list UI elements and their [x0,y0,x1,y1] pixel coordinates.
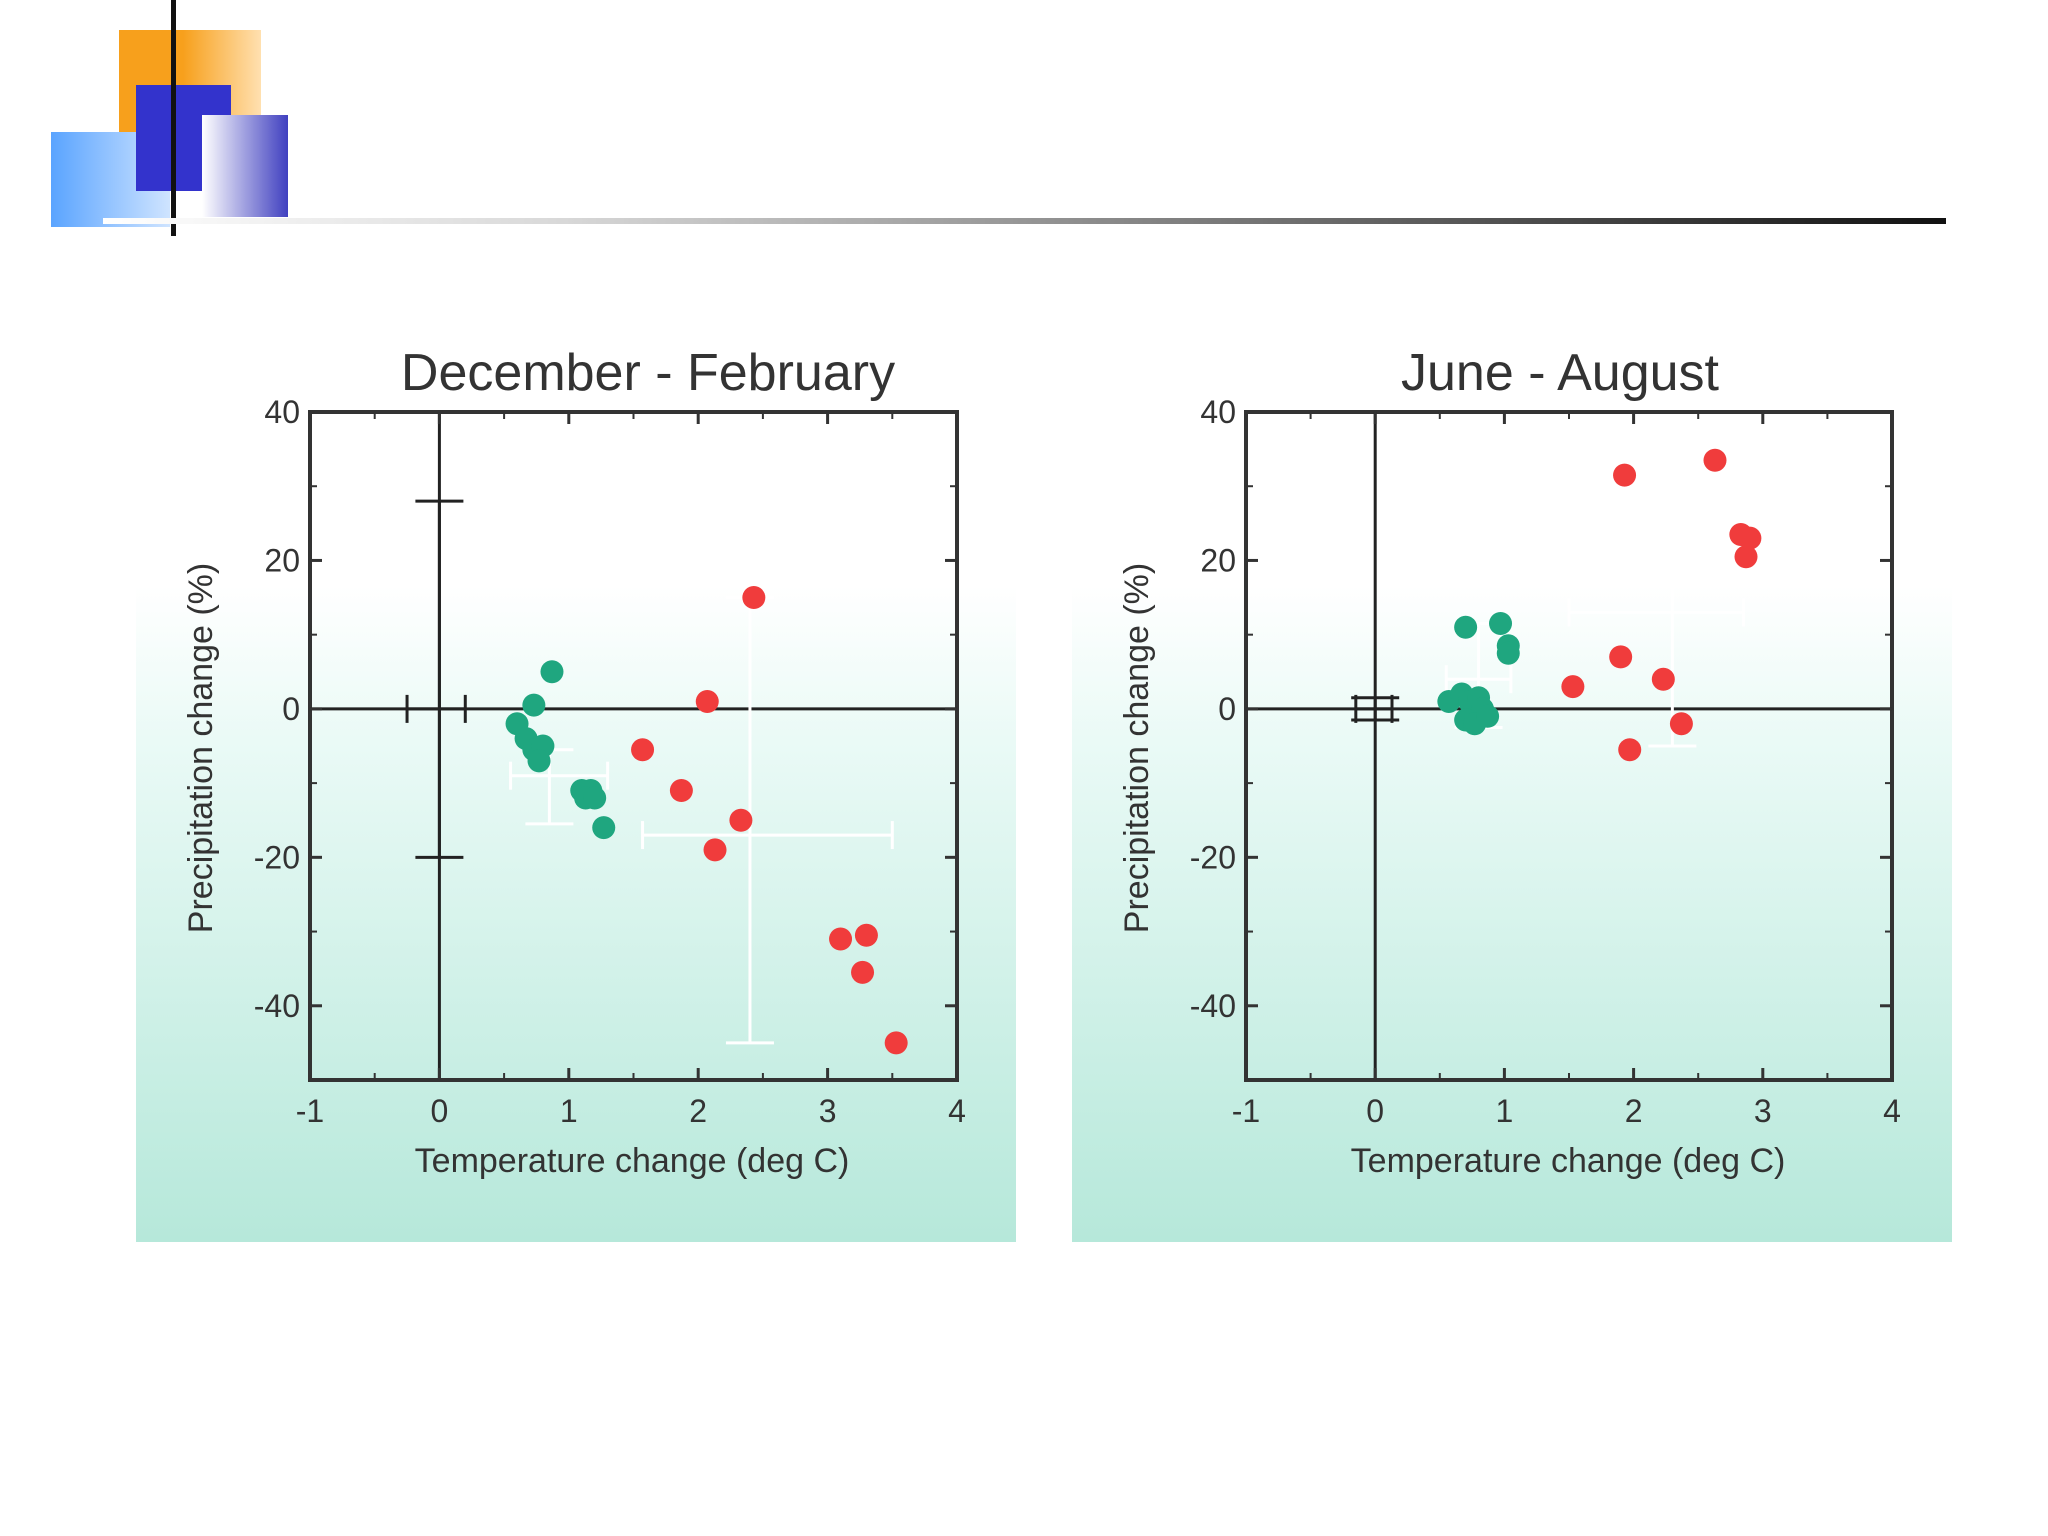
x-tick-label: 0 [1366,1093,1384,1129]
x-axis-label: Temperature change (deg C) [415,1142,850,1180]
y-tick-label: 20 [264,542,300,578]
data-point-red [1613,463,1637,487]
data-point-green [1496,641,1520,665]
x-tick-label: 4 [948,1093,966,1129]
data-point-red [1609,645,1633,669]
data-point-red [1669,712,1693,736]
x-tick-label: 3 [819,1093,837,1129]
x-tick-label: -1 [1232,1093,1260,1129]
data-point-red [1738,526,1762,550]
data-point-green [1476,704,1500,728]
data-point-green [592,816,616,840]
x-tick-label: 2 [689,1093,707,1129]
x-tick-label: 0 [431,1093,449,1129]
y-tick-label: 20 [1200,542,1236,578]
data-point-red [851,960,875,984]
data-point-red [854,923,878,947]
y-axis-label: Precipitation change (%) [182,563,220,933]
y-tick-label: -40 [254,988,300,1024]
data-point-green [527,749,551,773]
y-tick-label: 0 [1218,691,1236,727]
data-point-red [742,586,766,610]
data-point-red [669,779,693,803]
y-tick-label: 0 [282,691,300,727]
data-point-red [631,738,655,762]
x-tick-label: 1 [560,1093,578,1129]
chart-title: December - February [401,344,895,402]
chart-panel-background [1072,330,1952,1242]
data-point-red [1734,545,1758,569]
data-point-green [1454,615,1478,639]
decor-vertical-line [171,0,176,236]
data-point-red [1618,738,1642,762]
x-tick-label: 3 [1754,1093,1772,1129]
y-tick-label: -40 [1190,988,1236,1024]
data-point-red [1703,448,1727,472]
y-tick-label: -20 [1190,839,1236,875]
data-point-green [583,786,607,810]
y-tick-label: -20 [254,839,300,875]
data-point-green [522,693,546,717]
x-tick-label: 1 [1496,1093,1514,1129]
data-point-red [1561,675,1585,699]
x-axis-label: Temperature change (deg C) [1351,1142,1786,1180]
data-point-red [884,1031,908,1055]
header-rule [103,218,1946,224]
data-point-green [1489,612,1513,636]
chart-title: June - August [1401,344,1720,402]
chart-june-august: June - August Temperature change (deg C)… [1072,330,1952,1242]
data-point-red [829,927,853,951]
x-tick-label: 2 [1625,1093,1643,1129]
data-point-red [1651,667,1675,691]
x-tick-label: -1 [296,1093,324,1129]
decor-purple-gradient-square [202,115,288,217]
data-point-red [729,808,753,832]
y-tick-label: 40 [264,394,300,430]
x-tick-label: 4 [1883,1093,1901,1129]
y-tick-label: 40 [1200,394,1236,430]
chart-december-february: December - February Temperature change (… [136,330,1016,1242]
data-point-red [695,689,719,713]
data-point-green [540,660,564,684]
data-point-red [703,838,727,862]
y-axis-label: Precipitation change (%) [1118,563,1156,933]
